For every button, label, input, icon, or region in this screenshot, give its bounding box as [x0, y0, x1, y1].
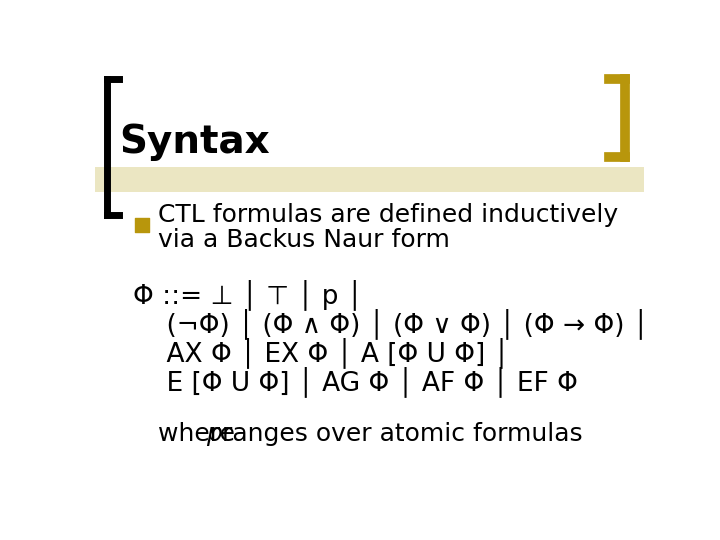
Text: ranges over atomic formulas: ranges over atomic formulas [214, 422, 582, 447]
Point [136, 221, 148, 230]
Text: via a Backus Naur form: via a Backus Naur form [158, 228, 450, 252]
Text: p: p [206, 422, 222, 447]
Text: (¬Φ) │ (Φ ∧ Φ) │ (Φ ∨ Φ) │ (Φ → Φ) │: (¬Φ) │ (Φ ∧ Φ) │ (Φ ∨ Φ) │ (Φ → Φ) │ [132, 308, 649, 339]
Text: where: where [158, 422, 243, 447]
Text: AX Φ │ EX Φ │ A [Φ U Φ] │: AX Φ │ EX Φ │ A [Φ U Φ] │ [132, 338, 509, 368]
Text: CTL formulas are defined inductively: CTL formulas are defined inductively [158, 203, 618, 227]
Text: Φ ::= ⊥ │ ⊤ │ p │: Φ ::= ⊥ │ ⊤ │ p │ [132, 279, 362, 310]
Text: E [Φ U Φ] │ AG Φ │ AF Φ │ EF Φ: E [Φ U Φ] │ AG Φ │ AF Φ │ EF Φ [132, 367, 577, 397]
Text: Syntax: Syntax [120, 123, 270, 161]
